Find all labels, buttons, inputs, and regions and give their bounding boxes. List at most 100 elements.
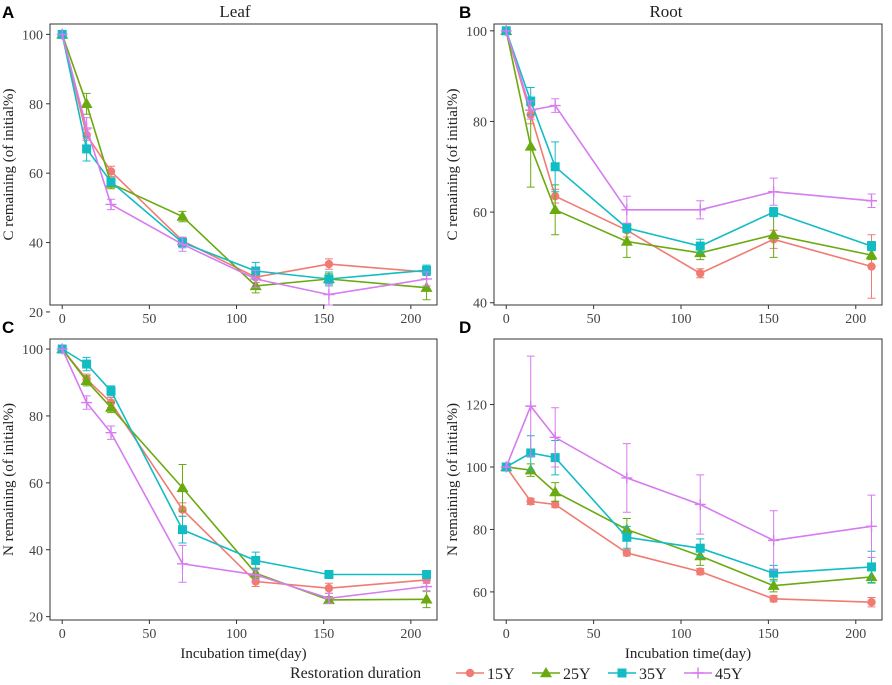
data-point [768,534,780,546]
data-point [105,427,117,439]
y-tick-label: 80 [473,115,487,130]
series-line [505,404,872,542]
data-point [80,97,93,108]
x-tick-label: 50 [587,627,601,642]
data-point [769,207,779,217]
x-tick-label: 200 [845,312,866,327]
y-tick-label: 100 [22,343,43,358]
data-point [769,594,778,603]
data-point [250,569,262,581]
legend-label: 45Y [715,666,743,683]
data-point [694,498,706,510]
x-tick-label: 50 [142,627,156,642]
series-25Y [56,28,433,301]
data-point [549,431,561,443]
x-tick-label: 50 [142,312,156,327]
data-point [622,548,632,558]
data-point [422,265,432,275]
data-point [549,485,562,497]
panel-a: A 0 50 100 150 200 20 40 60 80 100 C remaining (of… [1,3,438,327]
y-tick-label: 40 [29,544,43,559]
series-25Y [56,343,433,609]
series-45Y [56,28,433,306]
data-point [106,386,116,396]
panel-b: B 0 50 100 150 200 40 60 80 100 C remaining (of i… [445,3,883,327]
data-point [106,177,116,187]
series-line [61,348,427,576]
data-point [549,100,561,112]
data-point [324,274,334,284]
data-point [767,579,780,590]
data-point [524,140,537,151]
x-tick-label: 200 [400,312,421,327]
data-point [176,238,188,250]
data-point [622,532,632,542]
data-point [621,472,633,484]
data-point [694,204,706,216]
data-point [549,203,562,215]
y-tick-label: 20 [29,306,43,321]
series-line [505,30,872,211]
data-point [176,210,189,221]
data-point [56,28,68,40]
data-point [82,359,92,369]
data-point [695,241,705,251]
x-tick-label: 50 [587,312,601,327]
legend-label: 35Y [639,666,667,683]
data-point [866,195,878,207]
data-point [621,204,633,216]
data-point [695,543,705,553]
x-tick-label: 0 [59,312,66,327]
legend: Restoration duration 15Y 25Y 35Y 45Y [290,665,743,683]
data-point [324,259,334,269]
legend-key-marker [465,668,475,678]
data-point [525,104,537,116]
x-tick-label: 150 [313,627,334,642]
x-axis-label: Incubation time(day) [180,646,306,662]
y-tick-label: 80 [29,98,43,113]
panel-letter-b: B [459,3,471,22]
series-line [505,452,872,575]
data-point [422,570,432,580]
column-title-leaf: Leaf [219,2,250,21]
plot-frame [49,23,438,306]
data-point [324,584,334,593]
y-tick-label: 60 [29,167,43,182]
y-tick-label: 20 [29,611,43,626]
x-tick-label: 150 [313,312,334,327]
panel-c: C 0 50 100 150 200 20 40 60 80 100 N remaining (of… [1,318,438,662]
series-45Y [500,25,878,224]
x-tick-label: 100 [226,627,247,642]
plot-frame [49,338,438,621]
data-point [324,570,334,580]
data-point [251,555,261,565]
series-line [61,348,427,601]
series-line [61,34,427,289]
y-tick-label: 100 [466,25,487,40]
x-tick-label: 100 [671,312,692,327]
data-point [867,598,876,607]
data-point [106,167,116,176]
data-point [82,144,92,154]
y-axis-label: C remaining (of initial%) [445,88,461,240]
legend-key-marker [692,667,704,679]
data-point [550,162,560,172]
data-point [550,500,560,509]
data-point [323,592,335,604]
data-point [526,497,535,506]
panel-letter-c: C [2,318,14,337]
series-25Y [500,461,878,593]
data-point [176,558,188,570]
x-tick-label: 150 [758,627,779,642]
data-point [500,25,512,37]
y-tick-label: 120 [466,399,487,414]
x-tick-label: 0 [503,312,510,327]
y-tick-label: 100 [22,28,43,43]
data-point [81,122,93,134]
y-axis-label: N remaining (of initial%) [445,403,461,556]
data-point [177,525,187,535]
legend-key-marker [540,667,552,678]
column-title-root: Root [649,2,682,21]
series-45Y [56,343,433,604]
